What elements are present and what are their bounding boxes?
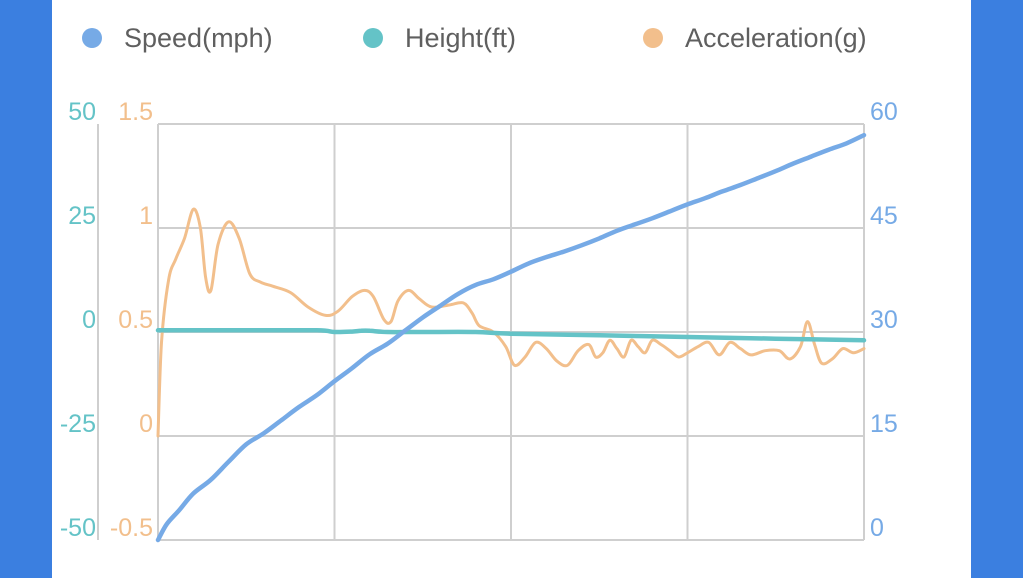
series-line-speed — [155, 132, 867, 543]
height-tick-label: -50 — [60, 514, 96, 542]
legend-dot-speed — [82, 28, 102, 48]
height-tick-label: 25 — [68, 202, 96, 230]
acceleration-tick-label: -0.5 — [110, 514, 153, 542]
series-line-acceleration — [156, 207, 866, 438]
speed-tick-label: 60 — [870, 98, 898, 126]
series-line-height — [155, 327, 867, 343]
chart-panel: Speed(mph) Height(ft) Acceleration(g) 50… — [52, 0, 971, 578]
chart-legend: Speed(mph) Height(ft) Acceleration(g) — [52, 0, 971, 80]
legend-label-acceleration: Acceleration(g) — [685, 22, 867, 53]
height-tick-label: -25 — [60, 410, 96, 438]
height-tick-label: 0 — [82, 306, 96, 334]
acceleration-tick-label: 0.5 — [118, 306, 153, 334]
line-chart: 50 25 0 -25 -50 1.5 1 0.5 0 -0.5 60 45 30 15 0 — [60, 98, 898, 543]
legend-item-height[interactable]: Height(ft) — [363, 18, 516, 58]
acceleration-tick-label: 1.5 — [118, 98, 153, 126]
legend-item-acceleration[interactable]: Acceleration(g) — [643, 18, 867, 58]
speed-axis-ticks: 60 45 30 15 0 — [870, 98, 898, 542]
legend-dot-height — [363, 28, 383, 48]
height-tick-label: 50 — [68, 98, 96, 126]
chart-series — [155, 132, 867, 543]
acceleration-axis-ticks: 1.5 1 0.5 0 -0.5 — [110, 98, 153, 542]
legend-dot-acceleration — [643, 28, 663, 48]
height-axis-ticks: 50 25 0 -25 -50 — [60, 98, 96, 542]
speed-tick-label: 0 — [870, 514, 884, 542]
legend-item-speed[interactable]: Speed(mph) — [82, 18, 273, 58]
legend-label-speed: Speed(mph) — [124, 22, 273, 53]
speed-tick-label: 30 — [870, 306, 898, 334]
legend-label-height: Height(ft) — [405, 22, 517, 53]
acceleration-tick-label: 0 — [139, 410, 153, 438]
acceleration-tick-label: 1 — [139, 202, 153, 230]
speed-tick-label: 15 — [870, 410, 898, 438]
speed-tick-label: 45 — [870, 202, 898, 230]
